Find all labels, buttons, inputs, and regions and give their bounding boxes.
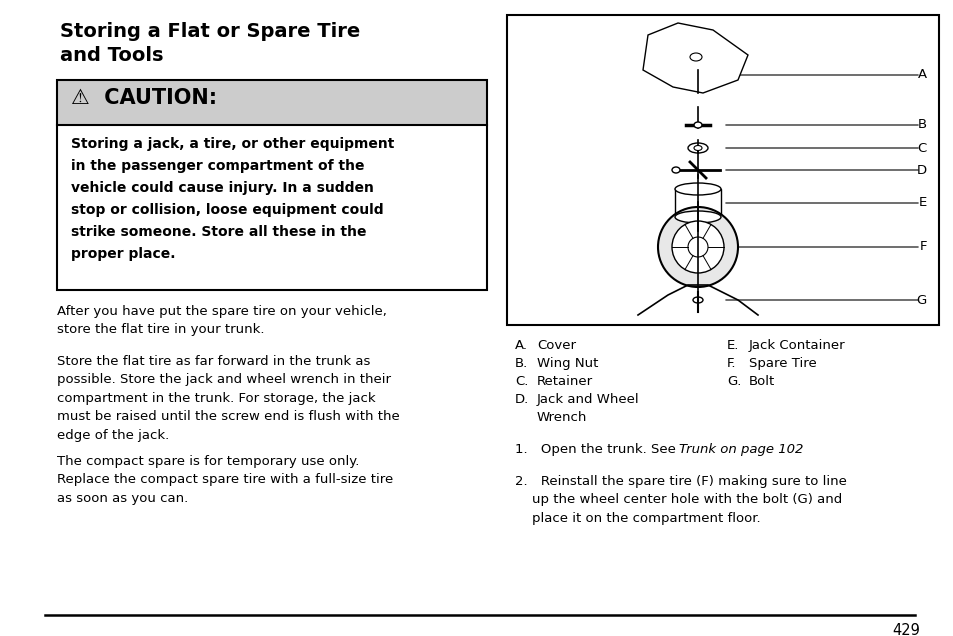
Text: G.: G. <box>726 375 740 388</box>
Text: C: C <box>917 141 926 155</box>
Text: Store the flat tire as far forward in the trunk as
possible. Store the jack and : Store the flat tire as far forward in th… <box>57 355 399 442</box>
Bar <box>675 189 720 217</box>
Text: B.: B. <box>515 357 528 370</box>
Bar <box>57 125 486 290</box>
Text: F: F <box>919 240 926 254</box>
Text: B: B <box>917 118 926 132</box>
Text: C.: C. <box>515 375 528 388</box>
Ellipse shape <box>675 211 720 223</box>
Bar <box>57 80 486 290</box>
Text: Cover: Cover <box>537 339 576 352</box>
Text: E.: E. <box>726 339 739 352</box>
Text: ⚠  CAUTION:: ⚠ CAUTION: <box>71 88 217 108</box>
Text: Storing a Flat or Spare Tire: Storing a Flat or Spare Tire <box>60 22 360 41</box>
Text: in the passenger compartment of the: in the passenger compartment of the <box>71 159 364 173</box>
Polygon shape <box>642 23 747 93</box>
Circle shape <box>687 237 707 257</box>
Text: Trunk on page 102: Trunk on page 102 <box>679 443 802 456</box>
Ellipse shape <box>687 143 707 153</box>
Ellipse shape <box>693 146 701 151</box>
Text: A.: A. <box>515 339 527 352</box>
Text: proper place.: proper place. <box>71 247 175 261</box>
Text: G: G <box>916 293 926 307</box>
Text: Spare Tire: Spare Tire <box>748 357 816 370</box>
Bar <box>506 15 938 325</box>
Text: vehicle could cause injury. In a sudden: vehicle could cause injury. In a sudden <box>71 181 374 195</box>
Text: Retainer: Retainer <box>537 375 593 388</box>
Ellipse shape <box>693 122 701 128</box>
Text: Storing a jack, a tire, or other equipment: Storing a jack, a tire, or other equipme… <box>71 137 394 151</box>
Text: D.: D. <box>515 393 529 406</box>
Text: Jack and Wheel: Jack and Wheel <box>537 393 639 406</box>
Text: E: E <box>918 197 926 209</box>
Text: strike someone. Store all these in the: strike someone. Store all these in the <box>71 225 366 239</box>
Text: 429: 429 <box>891 623 919 636</box>
Bar <box>57 80 486 125</box>
Text: Jack Container: Jack Container <box>748 339 844 352</box>
Text: Wing Nut: Wing Nut <box>537 357 598 370</box>
Text: 2. Reinstall the spare tire (F) making sure to line
    up the wheel center hole: 2. Reinstall the spare tire (F) making s… <box>515 475 846 525</box>
Ellipse shape <box>689 53 701 61</box>
Text: Wrench: Wrench <box>537 411 587 424</box>
Circle shape <box>658 207 738 287</box>
Ellipse shape <box>671 167 679 173</box>
Text: stop or collision, loose equipment could: stop or collision, loose equipment could <box>71 203 383 217</box>
Text: 1. Open the trunk. See: 1. Open the trunk. See <box>515 443 679 456</box>
Text: Bolt: Bolt <box>748 375 775 388</box>
Circle shape <box>671 221 723 273</box>
Text: After you have put the spare tire on your vehicle,
store the flat tire in your t: After you have put the spare tire on you… <box>57 305 387 336</box>
Text: D: D <box>916 163 926 177</box>
Text: and Tools: and Tools <box>60 46 163 65</box>
Text: A: A <box>917 69 926 81</box>
Text: F.: F. <box>726 357 736 370</box>
Text: The compact spare is for temporary use only.
Replace the compact spare tire with: The compact spare is for temporary use o… <box>57 455 393 505</box>
Ellipse shape <box>675 183 720 195</box>
Ellipse shape <box>692 297 702 303</box>
